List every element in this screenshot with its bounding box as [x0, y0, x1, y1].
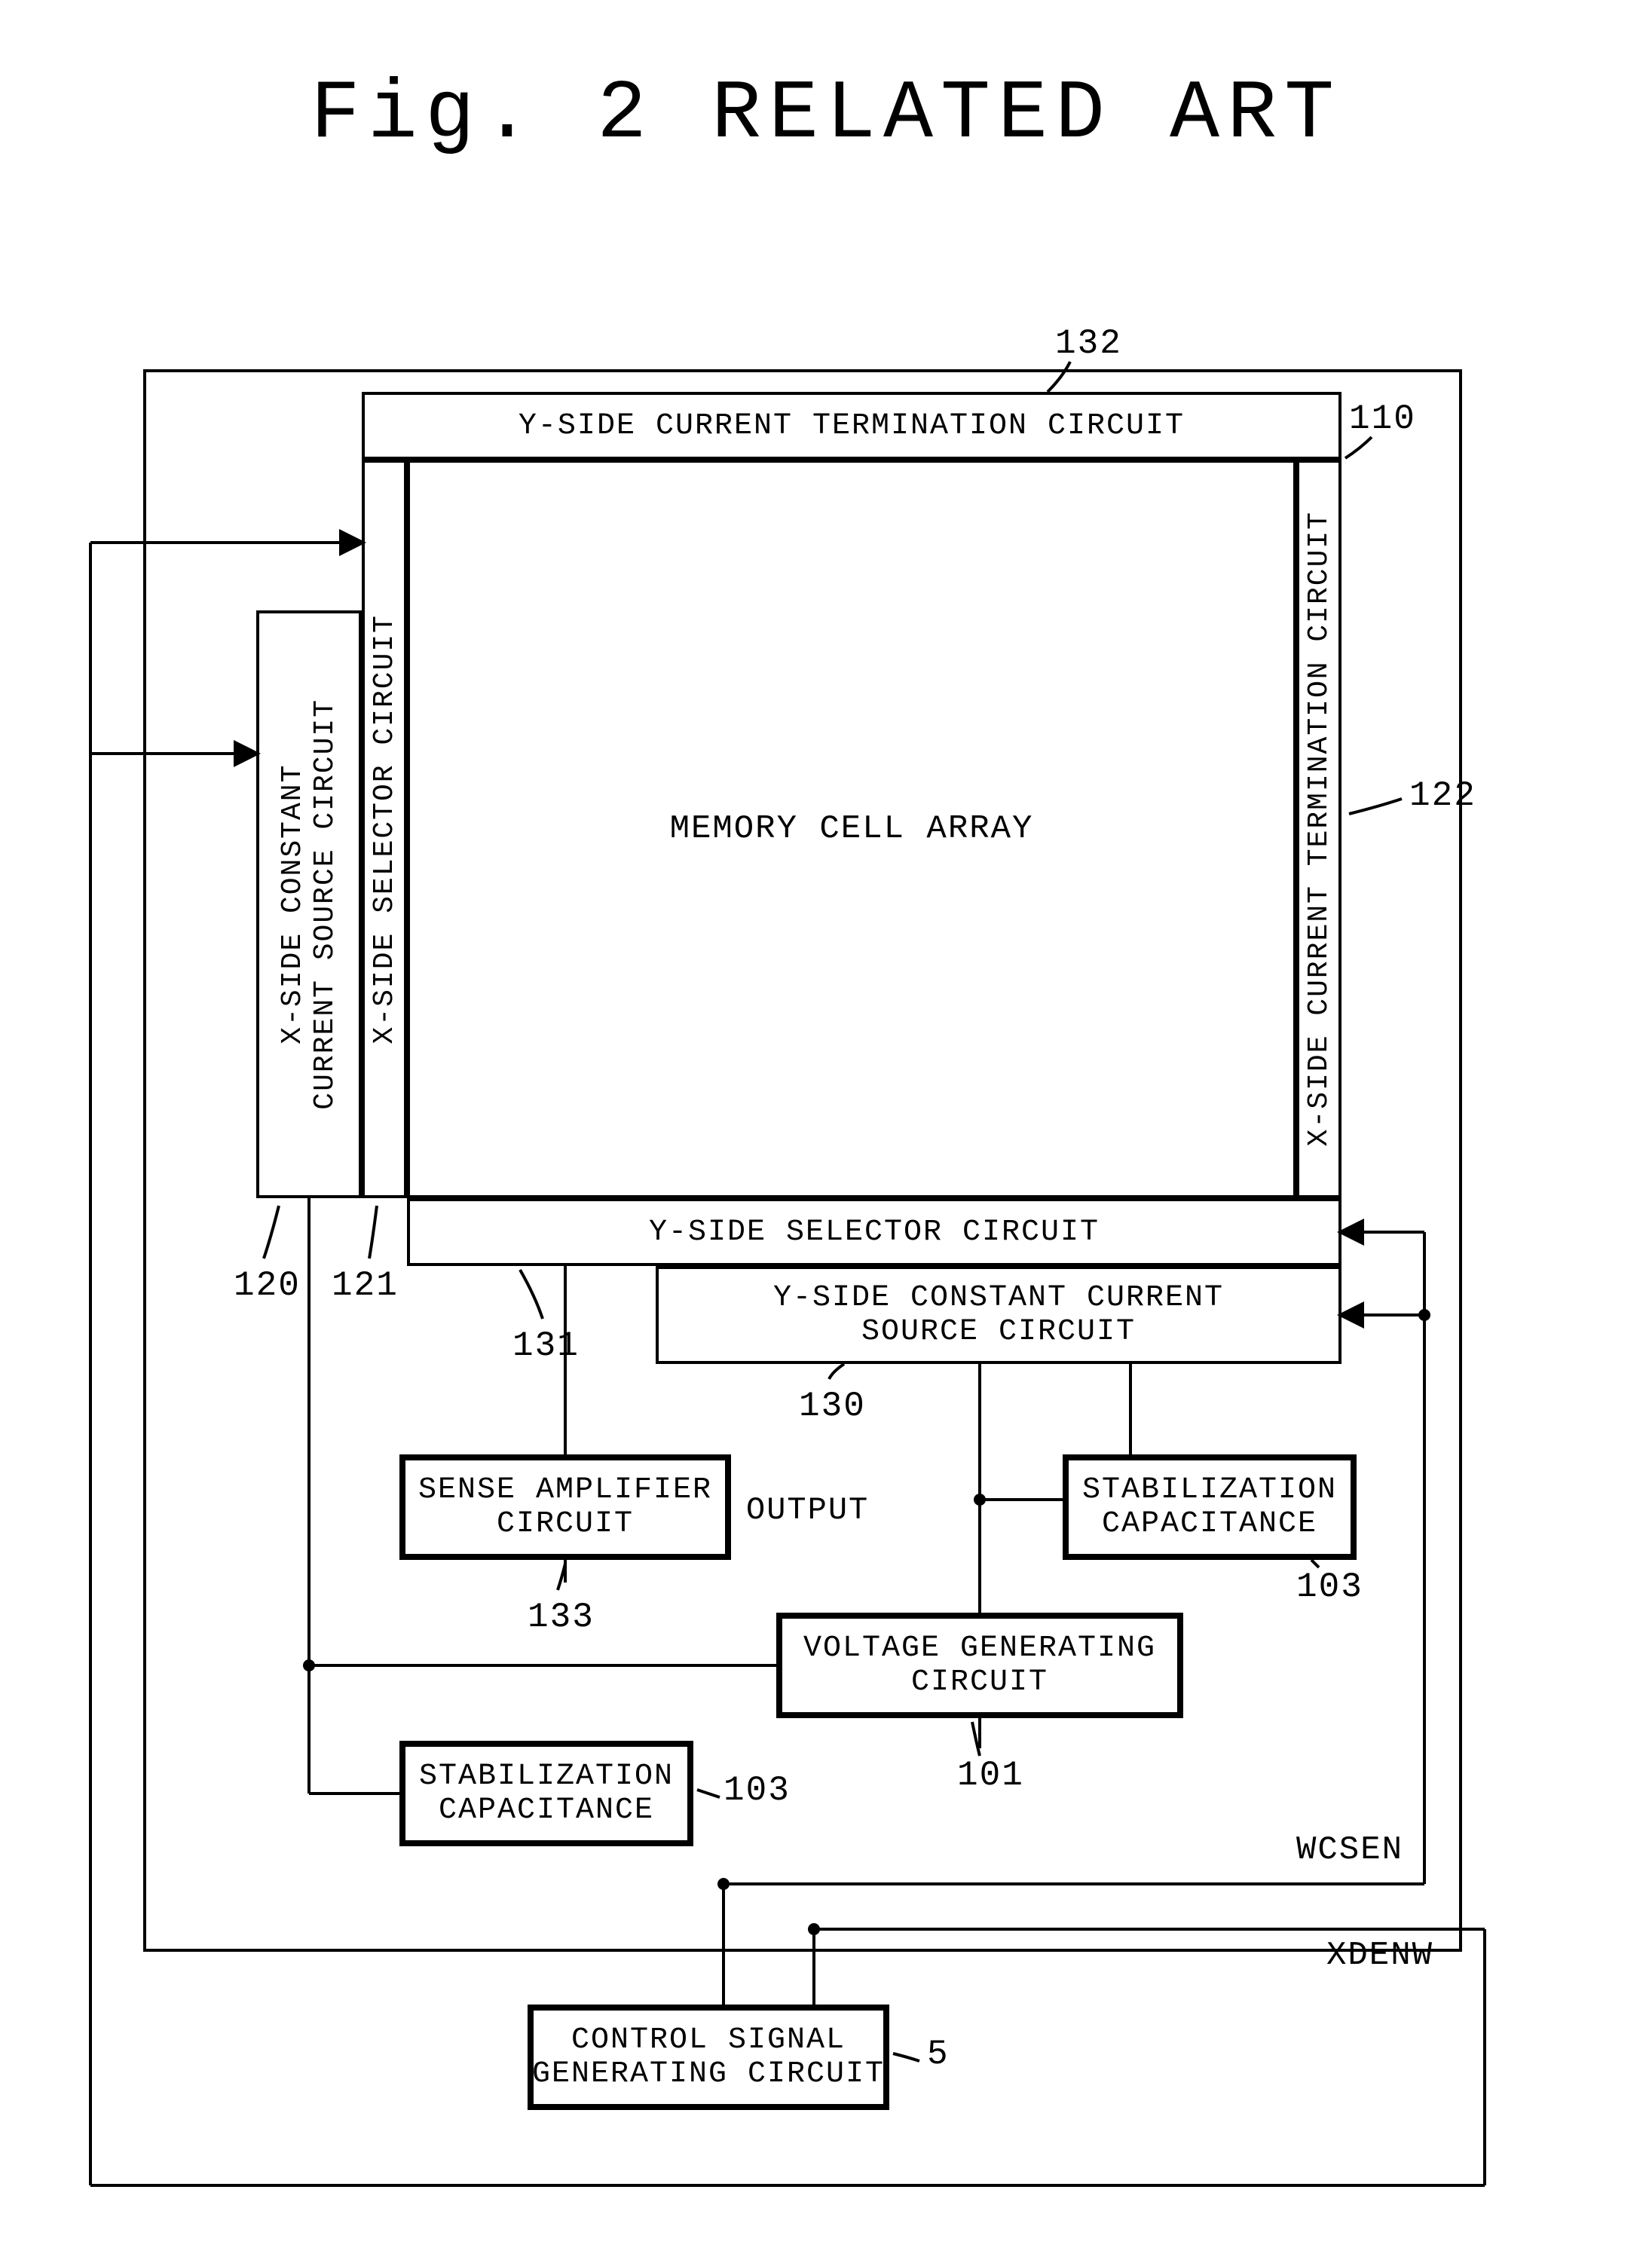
wcsen-label: WCSEN [1296, 1831, 1403, 1869]
stab-right-block: STABILIZATION CAPACITANCE [1063, 1454, 1357, 1560]
output-label: OUTPUT [746, 1492, 869, 1528]
ref-130: 130 [799, 1387, 866, 1426]
vgen-label: VOLTAGE GENERATING CIRCUIT [803, 1632, 1156, 1699]
ref-103a: 103 [1296, 1567, 1363, 1607]
sense-block: SENSE AMPLIFIER CIRCUIT [399, 1454, 731, 1560]
y-sel-block: Y-SIDE SELECTOR CIRCUIT [407, 1198, 1341, 1266]
memory-cell-array-block: MEMORY CELL ARRAY [407, 460, 1296, 1198]
ctrl-label: CONTROL SIGNAL GENERATING CIRCUIT [532, 2023, 885, 2091]
xdenw-label: XDENW [1326, 1937, 1433, 1974]
x-src-block: X-SIDE CONSTANT CURRENT SOURCE CIRCUIT [256, 610, 362, 1198]
stab-right-label: STABILIZATION CAPACITANCE [1082, 1473, 1337, 1541]
y-src-label: Y-SIDE CONSTANT CURRENT SOURCE CIRCUIT [773, 1281, 1224, 1349]
stab-left-label: STABILIZATION CAPACITANCE [419, 1760, 674, 1827]
x-sel-block: X-SIDE SELECTOR CIRCUIT [362, 460, 407, 1198]
ref-133: 133 [528, 1598, 595, 1637]
y-term-block: Y-SIDE CURRENT TERMINATION CIRCUIT [362, 392, 1341, 460]
y-term-label: Y-SIDE CURRENT TERMINATION CIRCUIT [519, 409, 1185, 443]
ref-110: 110 [1349, 399, 1416, 439]
memory-cell-array-label: MEMORY CELL ARRAY [670, 810, 1034, 848]
ref-120: 120 [234, 1266, 301, 1305]
x-term-label: X-SIDE CURRENT TERMINATION CIRCUIT [1303, 511, 1335, 1146]
y-sel-label: Y-SIDE SELECTOR CIRCUIT [649, 1216, 1100, 1249]
x-src-label: X-SIDE CONSTANT CURRENT SOURCE CIRCUIT [277, 699, 341, 1110]
stab-left-block: STABILIZATION CAPACITANCE [399, 1741, 693, 1846]
sense-label: SENSE AMPLIFIER CIRCUIT [418, 1473, 712, 1541]
ref-132: 132 [1055, 324, 1122, 363]
ref-5: 5 [927, 2035, 950, 2074]
y-src-block: Y-SIDE CONSTANT CURRENT SOURCE CIRCUIT [656, 1266, 1341, 1364]
ref-101: 101 [957, 1756, 1024, 1795]
x-term-block: X-SIDE CURRENT TERMINATION CIRCUIT [1296, 460, 1341, 1198]
ref-131: 131 [512, 1326, 580, 1365]
x-sel-label: X-SIDE SELECTOR CIRCUIT [369, 614, 401, 1044]
figure-title: Fig. 2 RELATED ART [0, 68, 1652, 162]
ctrl-block: CONTROL SIGNAL GENERATING CIRCUIT [528, 2005, 889, 2110]
ref-103b: 103 [724, 1771, 791, 1810]
ref-121: 121 [332, 1266, 399, 1305]
vgen-block: VOLTAGE GENERATING CIRCUIT [776, 1613, 1183, 1718]
ref-122: 122 [1409, 776, 1476, 815]
